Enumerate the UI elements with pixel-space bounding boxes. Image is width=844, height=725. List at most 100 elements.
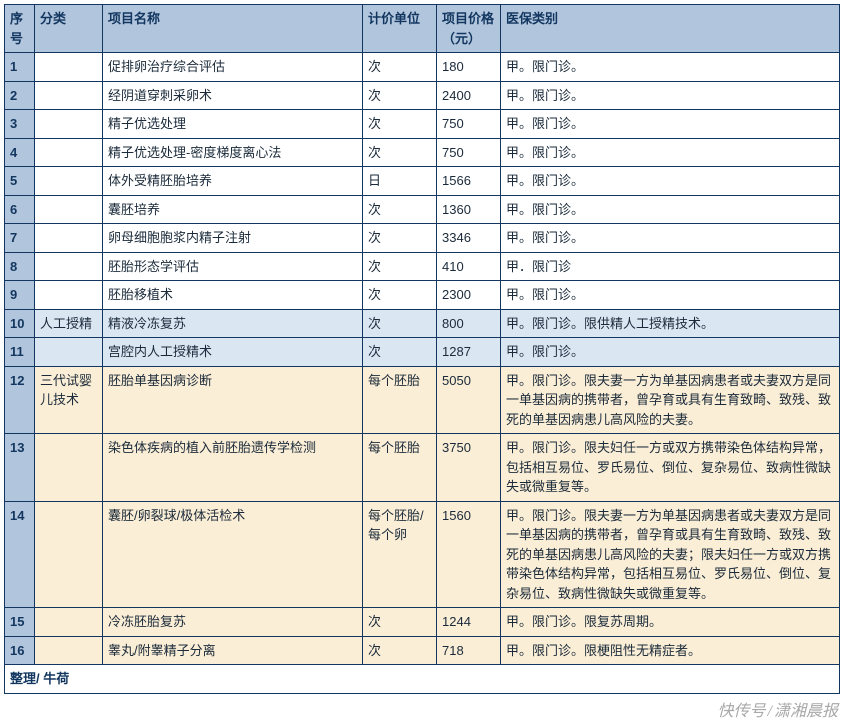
header-name: 项目名称 <box>103 5 363 53</box>
cell-price: 3346 <box>437 224 501 253</box>
cell-insurance: 甲。限门诊。 <box>501 338 840 367</box>
cell-unit: 每个胚胎 <box>363 366 437 434</box>
cell-insurance: 甲。限门诊。 <box>501 138 840 167</box>
cell-insurance: 甲。限门诊。限夫妻一方为单基因病患者或夫妻双方是同一单基因病的携带者，曾孕育或具… <box>501 501 840 608</box>
cell-name: 经阴道穿刺采卵术 <box>103 81 363 110</box>
cell-insurance: 甲。限门诊。 <box>501 195 840 224</box>
cell-unit: 次 <box>363 338 437 367</box>
table-header-row: 序号 分类 项目名称 计价单位 项目价格（元） 医保类别 <box>5 5 840 53</box>
cell-insurance: 甲。限门诊。 <box>501 53 840 82</box>
cell-name: 体外受精胚胎培养 <box>103 167 363 196</box>
cell-insurance: 甲。限门诊。限夫妇任一方或双方携带染色体结构异常，包括相互易位、罗氏易位、倒位、… <box>501 434 840 502</box>
cell-category <box>35 81 103 110</box>
cell-price: 1244 <box>437 608 501 637</box>
cell-name: 胚胎单基因病诊断 <box>103 366 363 434</box>
watermark-left: 快传号 <box>718 703 766 720</box>
cell-name: 胚胎形态学评估 <box>103 252 363 281</box>
cell-seq: 15 <box>5 608 35 637</box>
cell-name: 宫腔内人工授精术 <box>103 338 363 367</box>
cell-insurance: 甲。限门诊。 <box>501 110 840 139</box>
header-category: 分类 <box>35 5 103 53</box>
cell-insurance: 甲。限门诊。 <box>501 167 840 196</box>
table-row: 12三代试婴儿技术胚胎单基因病诊断每个胚胎5050甲。限门诊。限夫妻一方为单基因… <box>5 366 840 434</box>
cell-seq: 14 <box>5 501 35 608</box>
table-row: 6 囊胚培养次1360甲。限门诊。 <box>5 195 840 224</box>
cell-unit: 次 <box>363 608 437 637</box>
cell-insurance: 甲。限门诊。限夫妻一方为单基因病患者或夫妻双方是同一单基因病的携带者，曾孕育或具… <box>501 366 840 434</box>
cell-price: 3750 <box>437 434 501 502</box>
cell-category: 三代试婴儿技术 <box>35 366 103 434</box>
table-row: 5体外受精胚胎培养日1566甲。限门诊。 <box>5 167 840 196</box>
cell-name: 胚胎移植术 <box>103 281 363 310</box>
cell-price: 1360 <box>437 195 501 224</box>
cell-unit: 次 <box>363 138 437 167</box>
header-unit: 计价单位 <box>363 5 437 53</box>
cell-price: 410 <box>437 252 501 281</box>
table-row: 13染色体疾病的植入前胚胎遗传学检测每个胚胎3750甲。限门诊。限夫妇任一方或双… <box>5 434 840 502</box>
header-seq: 序号 <box>5 5 35 53</box>
cell-insurance: 甲。限门诊。 <box>501 224 840 253</box>
cell-price: 1287 <box>437 338 501 367</box>
cell-unit: 次 <box>363 281 437 310</box>
cell-seq: 2 <box>5 81 35 110</box>
cell-category <box>35 252 103 281</box>
cell-name: 精子优选处理 <box>103 110 363 139</box>
cell-name: 精子优选处理-密度梯度离心法 <box>103 138 363 167</box>
cell-name: 睾丸/附睾精子分离 <box>103 636 363 665</box>
cell-price: 800 <box>437 309 501 338</box>
header-insurance: 医保类别 <box>501 5 840 53</box>
cell-price: 718 <box>437 636 501 665</box>
cell-price: 180 <box>437 53 501 82</box>
cell-seq: 3 <box>5 110 35 139</box>
cell-category <box>35 281 103 310</box>
table-row: 7卵母细胞胞浆内精子注射次3346甲。限门诊。 <box>5 224 840 253</box>
cell-insurance: 甲。限门诊。 <box>501 81 840 110</box>
cell-price: 1566 <box>437 167 501 196</box>
cell-name: 囊胚/卵裂球/极体活检术 <box>103 501 363 608</box>
cell-insurance: 甲。限门诊。限复苏周期。 <box>501 608 840 637</box>
cell-category <box>35 138 103 167</box>
cell-seq: 5 <box>5 167 35 196</box>
cell-category <box>35 167 103 196</box>
cell-seq: 13 <box>5 434 35 502</box>
cell-category <box>35 224 103 253</box>
cell-price: 750 <box>437 138 501 167</box>
cell-unit: 次 <box>363 195 437 224</box>
cell-seq: 7 <box>5 224 35 253</box>
cell-seq: 9 <box>5 281 35 310</box>
cell-name: 囊胚培养 <box>103 195 363 224</box>
cell-name: 促排卵治疗综合评估 <box>103 53 363 82</box>
cell-category <box>35 53 103 82</box>
footer-credit: 整理/ 牛荷 <box>5 665 840 694</box>
table-row: 1 促排卵治疗综合评估次180甲。限门诊。 <box>5 53 840 82</box>
medical-pricing-table: 序号 分类 项目名称 计价单位 项目价格（元） 医保类别 1促排卵治疗综合评估次… <box>4 4 840 694</box>
cell-insurance: 甲。限门诊。限供精人工授精技术。 <box>501 309 840 338</box>
cell-insurance: 甲．限门诊 <box>501 252 840 281</box>
table-row: 2经阴道穿刺采卵术次2400甲。限门诊。 <box>5 81 840 110</box>
cell-price: 5050 <box>437 366 501 434</box>
cell-seq: 11 <box>5 338 35 367</box>
cell-unit: 次 <box>363 81 437 110</box>
table-row: 14 囊胚/卵裂球/极体活检术每个胚胎/每个卵1560甲。限门诊。限夫妻一方为单基… <box>5 501 840 608</box>
cell-unit: 次 <box>363 53 437 82</box>
cell-unit: 每个胚胎 <box>363 434 437 502</box>
cell-insurance: 甲。限门诊。限梗阻性无精症者。 <box>501 636 840 665</box>
cell-category: 人工授精 <box>35 309 103 338</box>
cell-seq: 10 <box>5 309 35 338</box>
cell-seq: 1 <box>5 53 35 82</box>
cell-category <box>35 608 103 637</box>
cell-unit: 每个胚胎/每个卵 <box>363 501 437 608</box>
cell-category <box>35 110 103 139</box>
table-footer-row: 整理/ 牛荷 <box>5 665 840 694</box>
cell-category <box>35 636 103 665</box>
cell-price: 750 <box>437 110 501 139</box>
table-row: 3精子优选处理次750甲。限门诊。 <box>5 110 840 139</box>
cell-seq: 6 <box>5 195 35 224</box>
cell-seq: 16 <box>5 636 35 665</box>
cell-seq: 12 <box>5 366 35 434</box>
cell-category <box>35 195 103 224</box>
table-row: 15冷冻胚胎复苏次1244甲。限门诊。限复苏周期。 <box>5 608 840 637</box>
cell-price: 1560 <box>437 501 501 608</box>
table-row: 16睾丸/附睾精子分离次718甲。限门诊。限梗阻性无精症者。 <box>5 636 840 665</box>
watermark-right: 潇湘晨报 <box>774 703 838 720</box>
